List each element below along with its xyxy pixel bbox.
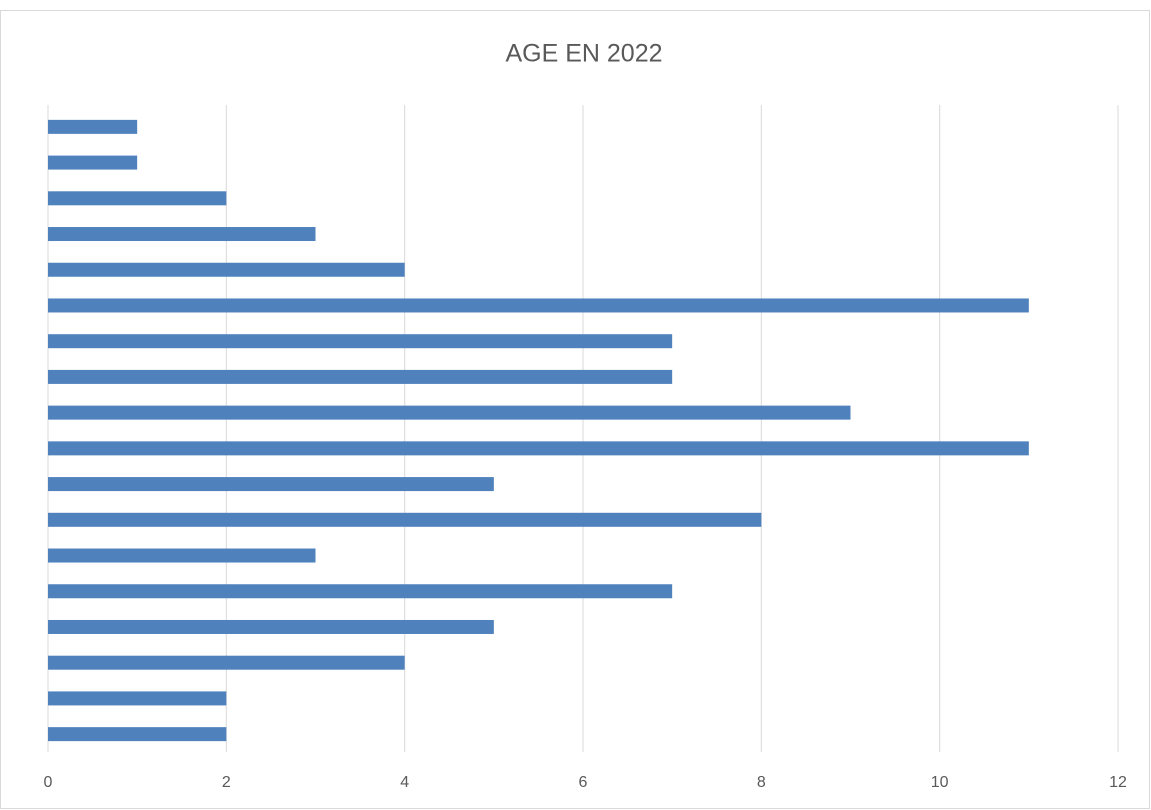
bar bbox=[48, 369, 673, 384]
bar bbox=[48, 298, 1029, 313]
bar bbox=[48, 119, 138, 134]
x-tick-label: 4 bbox=[400, 774, 409, 791]
bar bbox=[48, 655, 405, 670]
bar bbox=[48, 262, 405, 277]
x-tick-label: 10 bbox=[931, 774, 949, 791]
bar bbox=[48, 191, 227, 206]
bar bbox=[48, 548, 316, 563]
bar bbox=[48, 619, 494, 634]
x-tick-label: 6 bbox=[579, 774, 588, 791]
bar bbox=[48, 227, 316, 242]
bar bbox=[48, 405, 851, 420]
x-tick-label: 0 bbox=[44, 774, 53, 791]
bar bbox=[48, 441, 1029, 456]
x-tick-label: 2 bbox=[222, 774, 231, 791]
bar bbox=[48, 584, 673, 599]
bar bbox=[48, 477, 494, 492]
bar bbox=[48, 727, 227, 742]
bar bbox=[48, 155, 138, 170]
chart-title: AGE EN 2022 bbox=[505, 40, 662, 68]
bar bbox=[48, 691, 227, 706]
x-tick-label: 12 bbox=[1109, 774, 1127, 791]
bar bbox=[48, 512, 762, 527]
bar bbox=[48, 334, 673, 349]
x-tick-label: 8 bbox=[757, 774, 766, 791]
